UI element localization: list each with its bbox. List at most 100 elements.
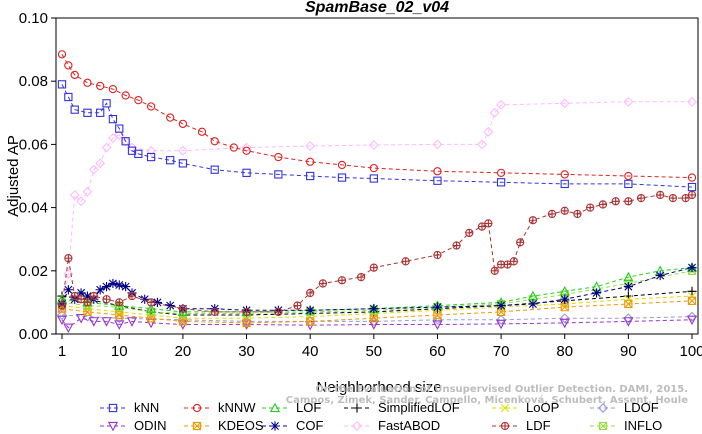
data-point-fastabod: [107, 133, 118, 144]
data-point-odin: [114, 320, 125, 330]
data-point-cof: [114, 280, 124, 290]
data-point-ldf: [490, 266, 499, 275]
data-point-fastabod: [63, 268, 74, 279]
x-tick-label: 10: [111, 343, 128, 360]
data-point-odin: [686, 315, 698, 326]
legend-label-lof: LOF: [296, 400, 321, 415]
data-point-kdeos: [624, 299, 633, 309]
series-knnw: [57, 50, 697, 182]
data-point-ldf: [115, 298, 124, 307]
chart-title: SpamBase_02_v04: [305, 0, 449, 16]
data-point-ldf: [477, 222, 487, 231]
data-point-knnw: [306, 157, 315, 166]
series-line-knnw: [61, 54, 693, 179]
data-point-ldf: [668, 193, 678, 203]
data-point-knnw: [57, 50, 67, 59]
data-point-knn: [166, 156, 175, 165]
data-point-cof: [121, 282, 131, 292]
data-point-ldof: [559, 313, 570, 324]
legend-label-cof: COF: [296, 418, 324, 433]
legend-item-odin: ODIN: [100, 418, 167, 433]
data-point-fastabod: [88, 164, 99, 175]
legend: kNN kNNW LOF SimplifiedLOF LoOP LDOF ODIN KDEOS…: [100, 400, 662, 433]
data-point-knnw: [197, 127, 207, 136]
data-point-cof: [496, 300, 506, 311]
data-point-odin: [432, 320, 443, 330]
series-ldf: [57, 190, 697, 317]
data-point-knn: [274, 170, 283, 179]
data-point-knn: [146, 152, 156, 162]
x-tick-label: 50: [365, 343, 382, 360]
y-tick-label: 0.06: [19, 136, 48, 153]
data-point-fastabod: [120, 136, 131, 147]
series-line-inflo: [61, 270, 693, 314]
data-point-cof: [108, 278, 118, 289]
data-point-knn: [687, 182, 697, 192]
data-point-ldof: [114, 313, 125, 324]
data-point-fastabod: [82, 186, 93, 197]
data-point-knnw: [229, 143, 238, 152]
data-point-ldf: [337, 276, 347, 285]
data-point-kdeos: [242, 318, 251, 328]
data-point-odin: [101, 317, 112, 327]
data-point-knnw: [433, 167, 442, 176]
data-point-fastabod: [489, 107, 500, 118]
data-point-kdeos: [115, 310, 124, 320]
data-point-fastabod: [76, 196, 87, 207]
data-point-ldf: [146, 298, 156, 307]
data-point-ldf: [484, 219, 493, 228]
legend-marker-kdeos: [192, 421, 202, 431]
data-point-knnw: [337, 160, 347, 170]
legend-label-kdeos: KDEOS: [218, 418, 264, 433]
data-point-ldf: [306, 288, 315, 298]
data-point-ldf: [70, 291, 79, 301]
data-point-ldf: [178, 304, 188, 313]
data-point-knnw: [369, 163, 378, 173]
data-point-knnw: [687, 173, 697, 182]
data-point-ldf: [624, 197, 633, 206]
data-point-kdeos: [433, 310, 442, 320]
series-line-cof: [61, 267, 693, 311]
data-point-cof: [63, 285, 73, 295]
data-point-ldf: [293, 301, 302, 310]
data-point-ldof: [57, 310, 67, 321]
y-tick-label: 0.00: [19, 326, 48, 343]
data-point-ldf: [64, 254, 73, 263]
data-point-fastabod: [305, 141, 316, 151]
x-axis-label: Neighborhood size: [316, 379, 441, 396]
x-tick-label: 90: [620, 343, 637, 360]
data-point-knnw: [166, 113, 175, 122]
data-point-knnw: [146, 102, 156, 111]
data-point-knnw: [624, 171, 633, 181]
data-point-knnw: [178, 119, 188, 129]
data-point-knn: [178, 159, 188, 168]
data-point-ldf: [560, 206, 569, 215]
data-point-knnw: [274, 152, 283, 162]
x-tick-label: 70: [493, 343, 510, 360]
legend-item-inflo: INFLO: [590, 418, 662, 433]
legend-marker-loop: [501, 404, 509, 412]
data-point-ldf: [102, 295, 111, 304]
data-point-kdeos: [687, 296, 697, 305]
legend-label-inflo: INFLO: [624, 418, 662, 433]
y-tick-label: 0.08: [19, 73, 48, 90]
data-point-cof: [369, 304, 379, 314]
data-point-ldf: [509, 257, 518, 266]
data-point-knn: [624, 179, 633, 189]
data-point-ldf: [573, 209, 582, 219]
data-point-odin: [126, 317, 138, 327]
legend-label-fastabod: FastABOD: [378, 418, 440, 433]
data-point-knnw: [560, 170, 569, 179]
data-point-odin: [495, 319, 507, 330]
legend-item-fastabod: FastABOD: [344, 418, 440, 433]
series-line-lof: [61, 267, 693, 313]
x-tick-label: 80: [556, 343, 573, 360]
data-point-ldf: [318, 279, 328, 288]
data-point-cof: [623, 282, 633, 292]
data-point-cof: [687, 263, 697, 273]
data-point-cof: [101, 282, 112, 292]
data-point-odin: [63, 323, 74, 334]
data-point-odin: [368, 320, 379, 330]
data-point-knnw: [64, 61, 73, 70]
